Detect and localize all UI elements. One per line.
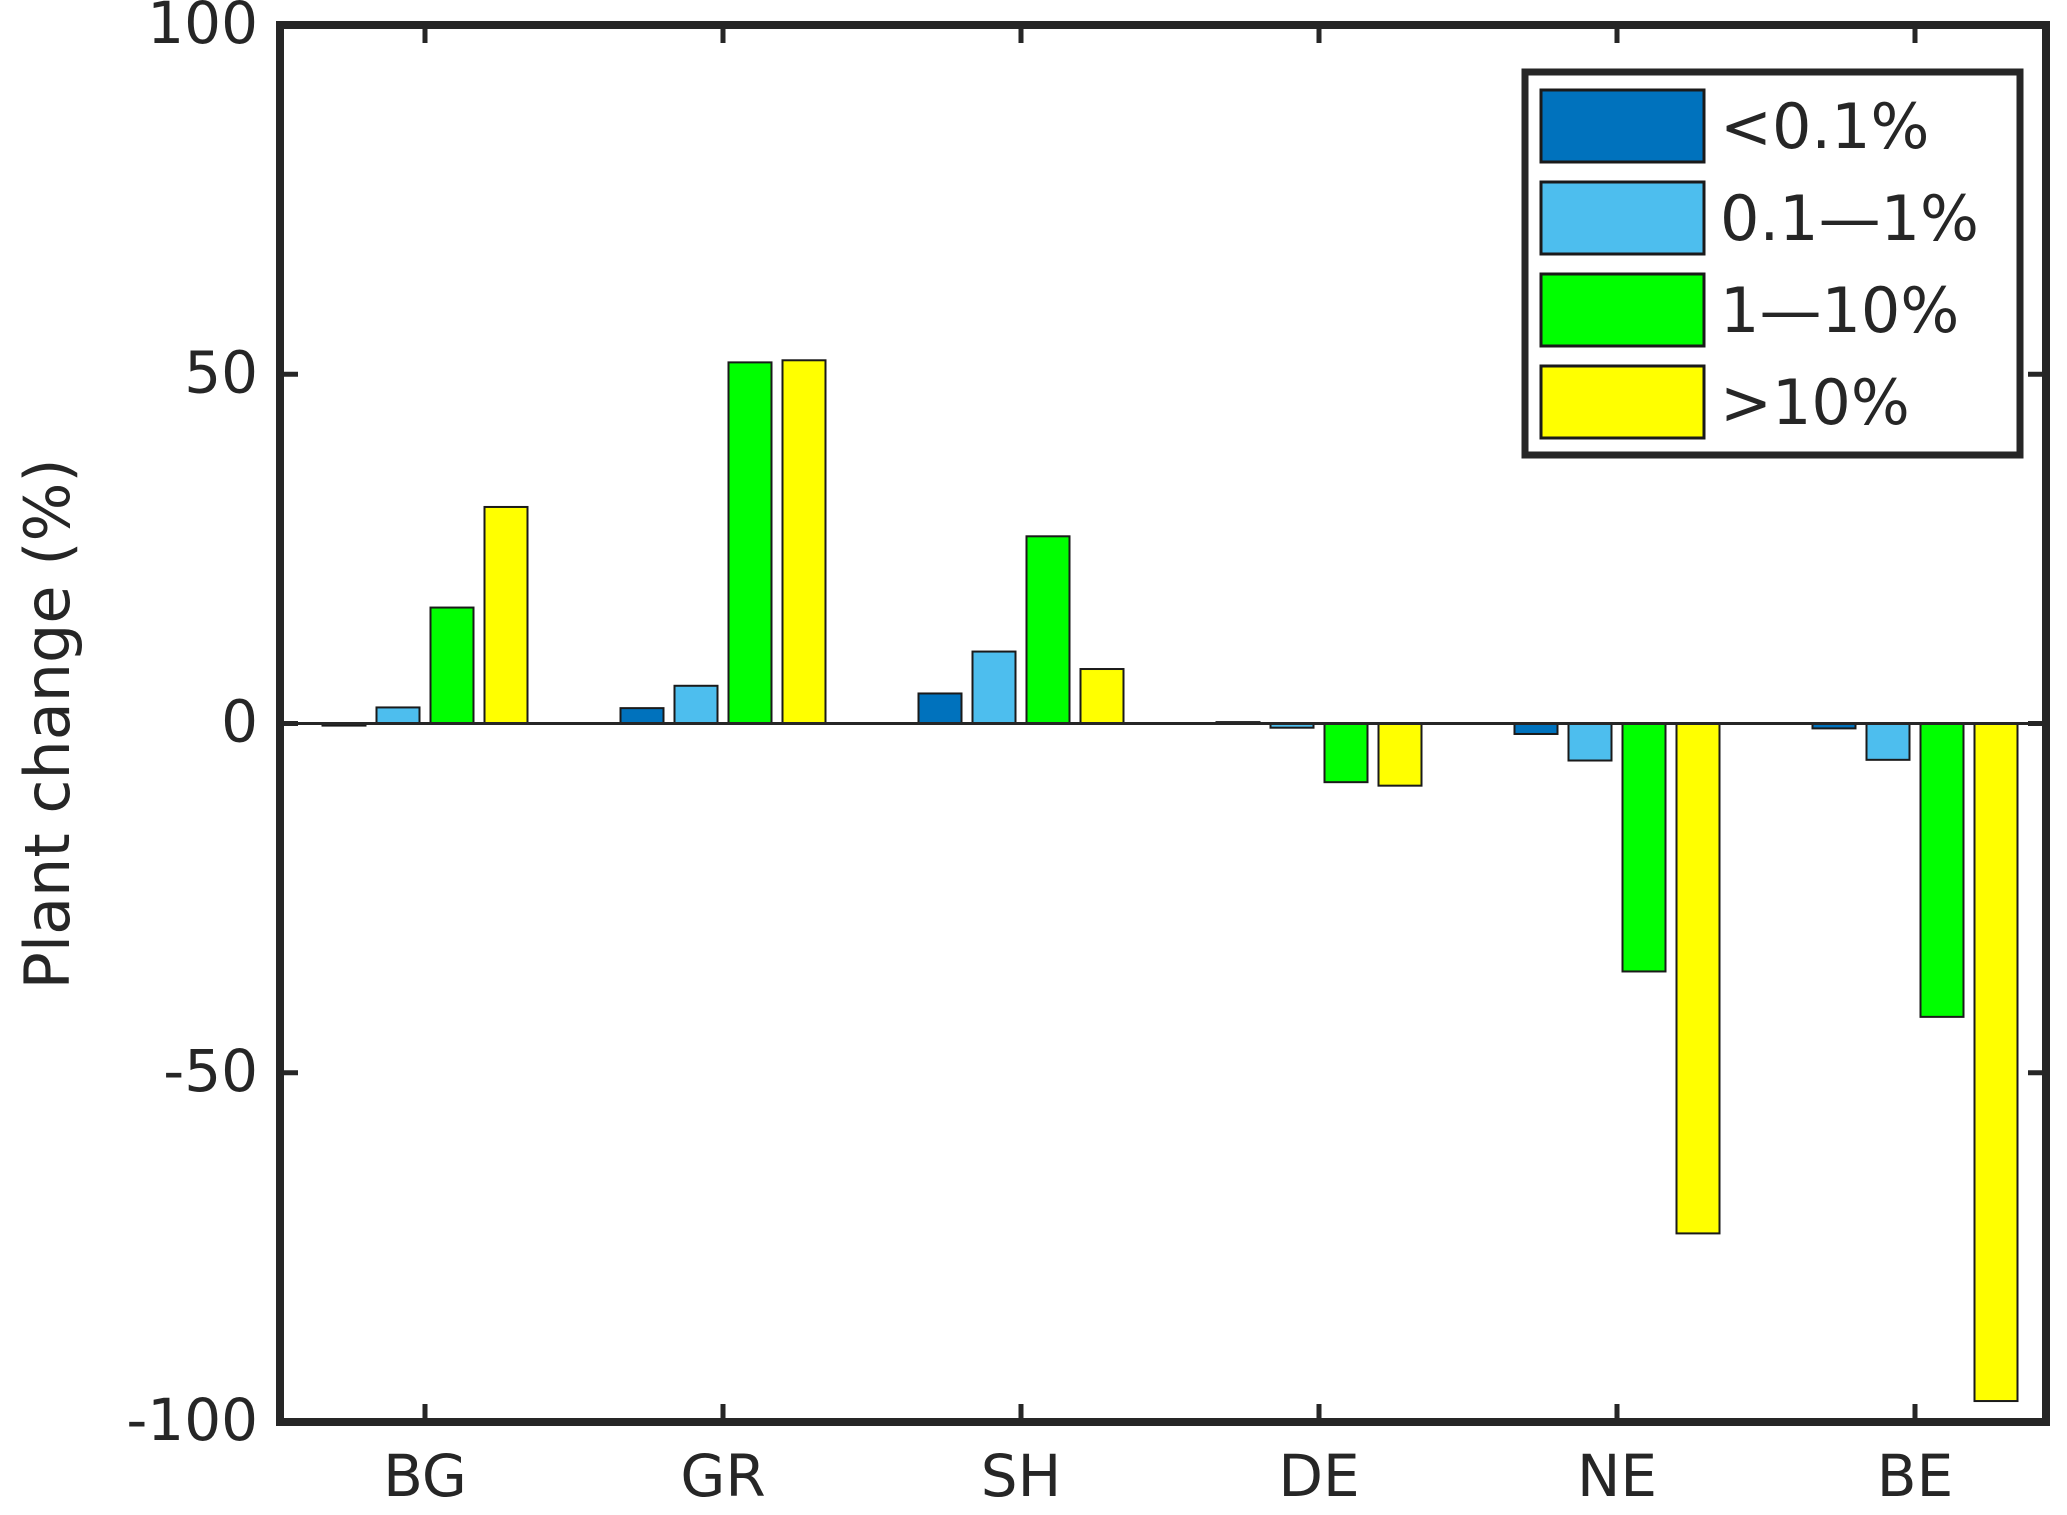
legend-label: >10% xyxy=(1720,366,1910,439)
bar-be-series-4 xyxy=(1973,722,2019,1403)
x-tick-label: GR xyxy=(680,1442,765,1510)
bar-ne-series-2 xyxy=(1567,722,1613,762)
y-tick-label: -100 xyxy=(126,1386,258,1454)
x-tick-label: BE xyxy=(1877,1442,1953,1510)
y-tick-label: -50 xyxy=(163,1037,258,1105)
x-tick-label: BG xyxy=(383,1442,467,1510)
bar-sh-series-1 xyxy=(917,692,963,725)
legend-label: 1—10% xyxy=(1720,274,1959,347)
y-tick-label: 0 xyxy=(221,688,258,756)
bar-gr-series-4 xyxy=(781,359,827,725)
x-tick-label: NE xyxy=(1577,1442,1657,1510)
legend-swatch xyxy=(1539,272,1706,348)
y-tick-label: 50 xyxy=(184,338,258,406)
bar-gr-series-2 xyxy=(673,684,719,725)
bar-de-series-3 xyxy=(1323,722,1369,784)
x-tick-label: DE xyxy=(1278,1442,1359,1510)
legend: <0.1% 0.1—1% 1—10% >10% xyxy=(1521,68,2024,459)
bar-sh-series-2 xyxy=(971,650,1017,725)
y-tick-label: 100 xyxy=(147,0,258,57)
y-axis-label: Plant change (%) xyxy=(11,458,84,989)
y-tick-labels: -100 -50 0 50 100 xyxy=(126,0,258,1454)
legend-label: <0.1% xyxy=(1720,90,1929,163)
bar-sh-series-4 xyxy=(1079,668,1125,725)
bar-ne-series-4 xyxy=(1675,722,1721,1235)
bar-be-series-2 xyxy=(1865,722,1911,761)
bar-bg-series-3 xyxy=(429,606,475,725)
bar-sh-series-3 xyxy=(1025,535,1071,725)
bar-gr-series-3 xyxy=(727,361,773,725)
bar-bg-series-4 xyxy=(483,505,529,725)
bar-bg-series-2 xyxy=(375,706,421,725)
bar-de-series-4 xyxy=(1377,722,1423,787)
bar-be-series-3 xyxy=(1919,722,1965,1018)
bars-layer xyxy=(321,359,2019,1403)
bar-ne-series-1 xyxy=(1513,722,1559,735)
legend-swatch xyxy=(1539,364,1706,440)
plot-area-frame xyxy=(276,21,2050,1426)
legend-swatch xyxy=(1539,88,1706,164)
legend-swatch xyxy=(1539,180,1706,256)
bar-ne-series-3 xyxy=(1621,722,1667,973)
legend-label: 0.1—1% xyxy=(1720,182,1979,255)
x-tick-label: SH xyxy=(981,1442,1061,1510)
x-tick-labels: BG GR SH DE NE BE xyxy=(383,1442,1953,1510)
bar-gr-series-1 xyxy=(619,707,665,725)
